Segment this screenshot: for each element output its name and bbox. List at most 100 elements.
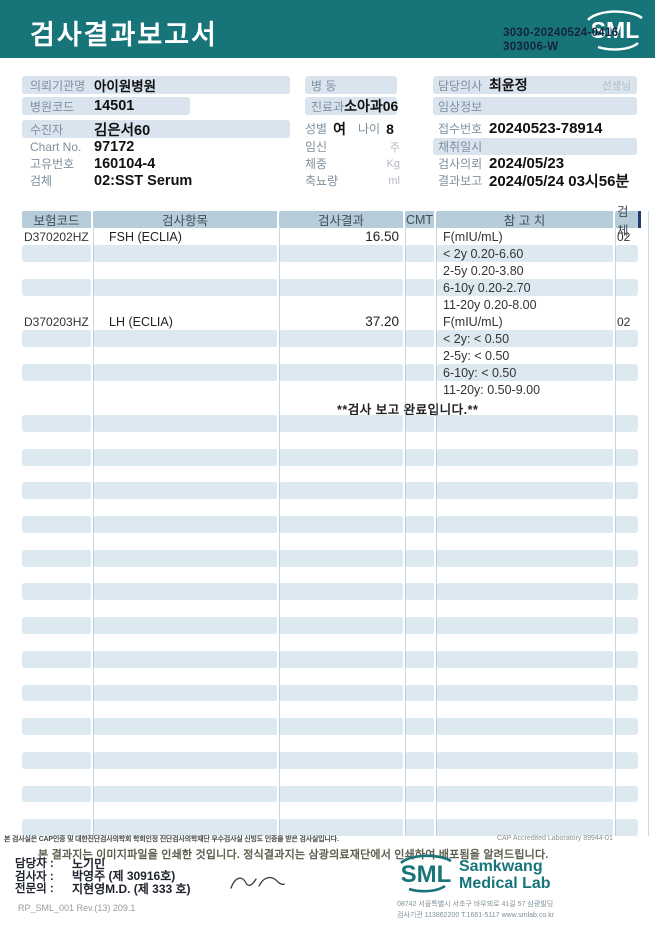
cell-ref: 2-5y 0.20-3.80	[443, 263, 524, 278]
cell-spec	[615, 769, 638, 786]
cell-code	[22, 549, 93, 567]
cell-cmt	[405, 819, 436, 837]
cell-spec	[615, 296, 638, 313]
cell-name	[93, 296, 279, 313]
cell-code: D370202HZ	[24, 229, 89, 244]
sml-footer-logo-icon: SML Samkwang Medical Lab	[393, 851, 583, 902]
cell-code	[22, 466, 93, 483]
cell-result	[279, 245, 405, 262]
cell-cmt	[405, 381, 436, 398]
field-doctor-value: 최윤정	[489, 77, 528, 93]
field-report-date: 결과보고 2024/05/24 03시56분	[433, 172, 648, 190]
cell-result	[279, 634, 405, 651]
field-chart-no-value: 97172	[94, 138, 135, 155]
cell-result	[279, 347, 405, 364]
cell-ref: F(mIU/mL)	[443, 229, 503, 244]
document-number-line2: 303006-W	[503, 40, 559, 53]
cell-code	[22, 432, 93, 449]
field-collect-label: 채취일시	[438, 140, 483, 154]
cell-name	[93, 533, 279, 550]
cell-result	[279, 718, 405, 736]
cell-cmt	[405, 533, 436, 550]
empty-row	[22, 718, 638, 736]
results-table: 보험코드 검사항목 검사결과 CMT 참 고 치 검체 D370202HZ FSH…	[22, 205, 638, 837]
cell-spec	[615, 650, 638, 668]
cell-name	[93, 819, 279, 837]
cell-spec	[615, 583, 638, 601]
field-recv-no-label: 접수번호	[438, 121, 483, 136]
cell-result	[279, 701, 405, 718]
cell-ref	[436, 684, 615, 702]
cell-ref	[436, 650, 615, 668]
empty-row	[22, 600, 638, 617]
empty-row	[22, 617, 638, 634]
cell-name	[93, 769, 279, 786]
cell-cmt	[405, 634, 436, 651]
cell-cmt	[405, 347, 436, 364]
cell-name	[93, 634, 279, 651]
empty-row	[22, 448, 638, 466]
empty-row	[22, 432, 638, 449]
cell-name	[93, 684, 279, 702]
cell-result	[279, 516, 405, 533]
cell-spec	[615, 735, 638, 752]
cell-ref	[436, 432, 615, 449]
field-uid: 고유번호 160104-4	[22, 155, 290, 172]
svg-text:Samkwang: Samkwang	[459, 858, 543, 875]
cell-ref	[436, 516, 615, 533]
empty-row	[22, 650, 638, 668]
cell-result	[279, 364, 405, 381]
cell-cmt	[405, 296, 436, 313]
cell-code	[22, 567, 93, 584]
cell-name: LH (ECLIA)	[109, 314, 173, 329]
cell-spec	[615, 398, 638, 415]
cell-result	[279, 482, 405, 500]
cell-spec	[615, 684, 638, 702]
cell-code	[22, 398, 93, 415]
field-patient-label: 수진자	[30, 122, 64, 137]
accreditation-line: 본 검사실은 CAP인증 및 대한진단검사의학회 학회인정 진단검사의학재단 우…	[4, 836, 339, 843]
cell-name	[93, 600, 279, 617]
header-specimen: 검체	[615, 205, 638, 238]
cell-ref: 6-10y 0.20-2.70	[436, 279, 615, 296]
empty-row	[22, 499, 638, 516]
cell-code	[22, 650, 93, 668]
banner: 검사결과보고서 SML 3030-20240524-0416 303006-W	[0, 0, 655, 58]
cell-name	[93, 499, 279, 516]
cell-spec	[615, 600, 638, 617]
empty-row	[22, 819, 638, 837]
field-urine: 축뇨량 ml	[305, 172, 400, 189]
cell-cmt	[405, 330, 436, 347]
cell-code	[22, 533, 93, 550]
cell-spec	[615, 634, 638, 651]
cell-ref	[436, 701, 615, 718]
field-urine-unit: ml	[388, 174, 400, 187]
cell-cmt	[405, 751, 436, 769]
cell-name	[93, 398, 279, 415]
cell-result	[279, 567, 405, 584]
cell-name	[93, 415, 279, 432]
cell-ref: < 2y 0.20-6.60	[436, 245, 615, 262]
field-weight-unit: Kg	[386, 157, 400, 170]
cell-result	[279, 650, 405, 668]
cell-ref	[436, 415, 615, 432]
cell-spec	[615, 785, 638, 803]
cell-result	[279, 415, 405, 432]
field-order-date: 검사의뢰 2024/05/23	[433, 155, 643, 172]
field-patient: 수진자 김은서60	[22, 120, 290, 139]
cell-name	[93, 245, 279, 262]
empty-row	[22, 684, 638, 702]
field-clinical-label: 임상정보	[438, 99, 483, 114]
cell-code	[22, 279, 93, 296]
field-urine-label: 축뇨량	[305, 174, 339, 188]
cell-name	[93, 381, 279, 398]
cell-ref	[436, 448, 615, 466]
cell-name	[93, 347, 279, 364]
cell-result	[279, 279, 405, 296]
cell-name	[93, 432, 279, 449]
empty-row	[22, 466, 638, 483]
cell-result	[279, 600, 405, 617]
cell-ref	[436, 751, 615, 769]
table-row: D370202HZ FSH (ECLIA) 16.50 F(mIU/mL) 02	[22, 228, 638, 245]
field-report-date-label: 결과보고	[438, 174, 483, 188]
